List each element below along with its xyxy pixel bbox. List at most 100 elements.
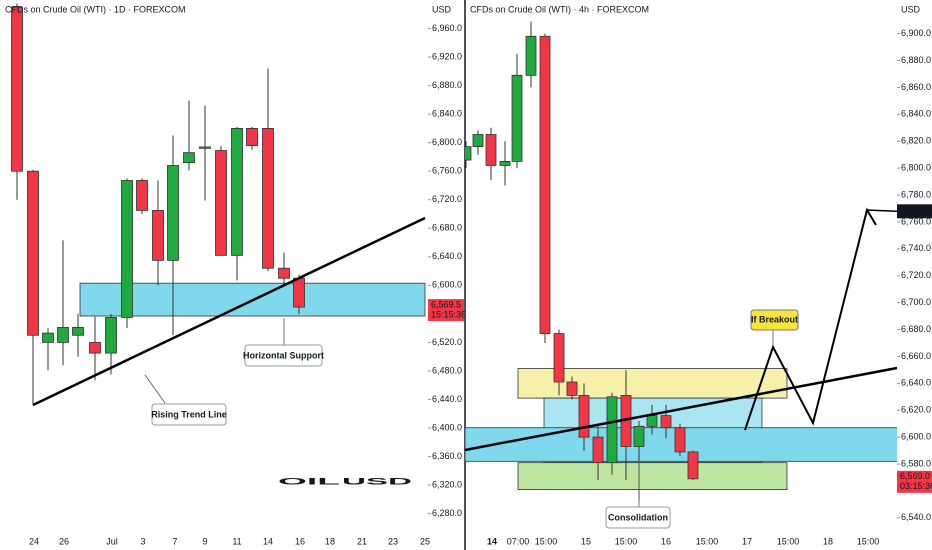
candle-body xyxy=(246,127,258,146)
y-tick-label: 6,900.0 xyxy=(901,28,931,38)
y-tick-label: 6,660.0 xyxy=(901,351,931,361)
plot xyxy=(11,3,426,407)
logo: USD xyxy=(342,476,414,486)
last-price-box xyxy=(897,470,932,493)
countdown: 15:15:36 xyxy=(431,309,466,319)
candle-body xyxy=(674,427,686,453)
annotation: Rising Trend Line xyxy=(151,409,227,419)
countdown: 03:15:36 xyxy=(900,481,932,491)
trend-line xyxy=(32,216,426,407)
x-tick-label: 17 xyxy=(742,536,752,546)
x-tick-label: 15:00 xyxy=(696,536,719,546)
candle-body xyxy=(57,327,69,343)
logo: OIL xyxy=(278,476,342,486)
y-tick-label: 6,640.0 xyxy=(432,251,462,261)
y-tick-label: 6,600.0 xyxy=(901,432,931,442)
y-tick-label: 6,760.0 xyxy=(901,216,931,226)
y-tick-label: 6,440.0 xyxy=(432,394,462,404)
annotation: Consolidation xyxy=(608,512,668,522)
y-tick-label: 6,620.0 xyxy=(901,405,931,415)
candle-body xyxy=(27,170,39,336)
candle-body xyxy=(465,146,472,161)
candle-body xyxy=(231,127,243,256)
annotation: If Breakout xyxy=(751,314,798,324)
y-tick-label: 6,280.0 xyxy=(432,508,462,518)
y-tick-label: 6,480.0 xyxy=(432,365,462,375)
candle-body xyxy=(472,134,484,148)
x-tick-label: 15:00 xyxy=(535,536,558,546)
callout xyxy=(244,344,323,367)
candle-body xyxy=(262,127,274,269)
y-tick-label: 6,960.0 xyxy=(432,23,462,33)
candle-body xyxy=(539,35,551,334)
y-tick-label: 6,800.0 xyxy=(901,163,931,173)
candle-body xyxy=(215,150,227,256)
pointer xyxy=(144,374,166,404)
x-tick-label: 18 xyxy=(823,536,833,546)
candle-body xyxy=(167,165,179,261)
y-tick-label: 6,820.0 xyxy=(901,136,931,146)
x-tick-label: 21 xyxy=(357,536,367,546)
callout xyxy=(605,506,671,529)
y-tick-label: 6,600.0 xyxy=(432,280,462,290)
x-tick-label: 15:00 xyxy=(857,536,880,546)
callout xyxy=(151,403,227,426)
x-tick-label: 7 xyxy=(172,536,177,546)
x-tick-label: 18 xyxy=(325,536,335,546)
candle-body xyxy=(183,152,195,164)
candle-body xyxy=(566,381,578,396)
y-tick-label: 6,640.0 xyxy=(901,378,931,388)
y-tick-label: 6,360.0 xyxy=(432,451,462,461)
y-tick-label: 6,760.0 xyxy=(432,166,462,176)
x-tick-label: 14 xyxy=(263,536,273,546)
candle-body xyxy=(646,415,658,427)
x-tick-label: 23 xyxy=(388,536,398,546)
candle-body xyxy=(606,396,618,464)
zone xyxy=(517,462,788,490)
y-tick-label: 6,920.0 xyxy=(432,51,462,61)
y-tick-label: 6,800.0 xyxy=(432,137,462,147)
x-tick-label: 15 xyxy=(581,536,591,546)
candle-body xyxy=(525,35,537,76)
currency: USD xyxy=(901,4,921,14)
x-tick-label: 3 xyxy=(140,536,145,546)
x-tick-label: 25 xyxy=(420,536,430,546)
x-tick-label: 15:00 xyxy=(615,536,638,546)
candle-body xyxy=(578,395,590,438)
candle-body xyxy=(660,415,672,429)
target-arrow xyxy=(866,209,897,213)
candle-body xyxy=(136,180,148,211)
x-tick-label: 15:00 xyxy=(777,536,800,546)
candle-body xyxy=(592,436,604,464)
candle-body xyxy=(293,277,305,308)
target-label: 6,767.9 xyxy=(900,206,930,216)
y-tick-label: 6,540.0 xyxy=(901,512,931,522)
chart-title: CFDs on Crude Oil (WTI) · 4h · FOREXCOM xyxy=(470,4,649,14)
y-tick-label: 6,680.0 xyxy=(432,223,462,233)
y-tick-label: 6,720.0 xyxy=(901,270,931,280)
y-tick-label: 6,580.0 xyxy=(901,458,931,468)
candle-body xyxy=(485,134,497,166)
candle-body xyxy=(89,341,101,354)
callout xyxy=(750,309,799,331)
candle-body xyxy=(199,146,211,149)
projection xyxy=(744,207,877,431)
y-tick-label: 6,680.0 xyxy=(901,324,931,334)
candle-body xyxy=(499,160,511,166)
target-box xyxy=(897,204,932,219)
last-price-label: 6,569.0 xyxy=(900,471,930,481)
x-tick-label: 07:00 xyxy=(507,536,530,546)
y-tick-label: 6,780.0 xyxy=(901,189,931,199)
candle-body xyxy=(11,6,23,172)
y-tick-label: 6,400.0 xyxy=(432,422,462,432)
y-tick-label: 6,520.0 xyxy=(432,337,462,347)
plot xyxy=(465,21,897,501)
candle-body xyxy=(511,74,523,162)
y-tick-label: 6,840.0 xyxy=(432,109,462,119)
candle-body xyxy=(42,332,54,343)
candle-body xyxy=(278,267,290,279)
candle-body xyxy=(553,333,565,383)
candle-body xyxy=(121,180,133,318)
